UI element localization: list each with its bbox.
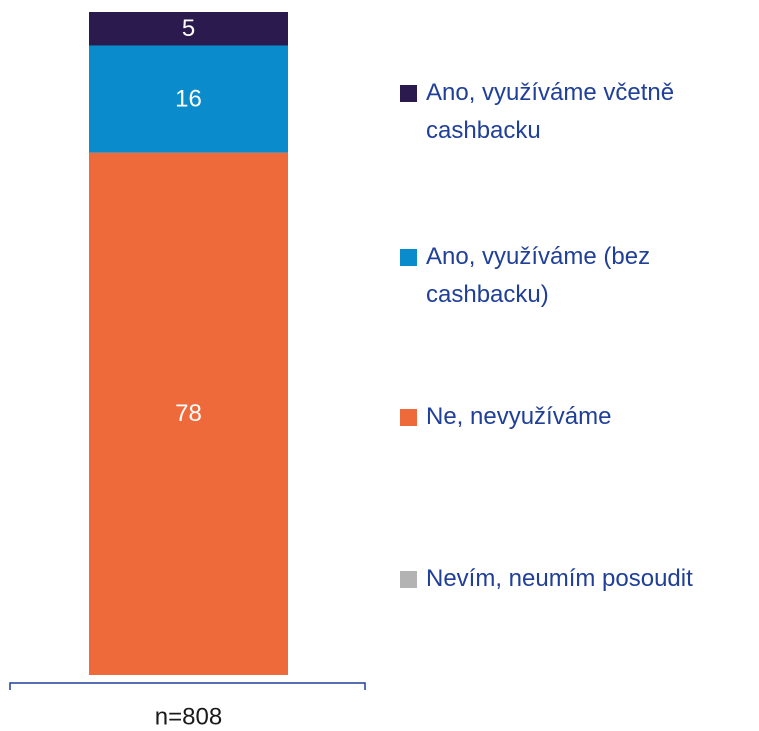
legend-swatch: [400, 409, 417, 426]
legend-label: Ano, využíváme včetně cashbacku: [426, 79, 675, 144]
data-label: 78: [175, 400, 202, 427]
bar-segment: [89, 152, 288, 676]
data-label: 5: [182, 15, 195, 42]
legend-swatch: [400, 85, 417, 102]
x-tick-label: n=808: [155, 703, 222, 730]
legend-item: Ano, využíváme včetně cashbacku: [400, 74, 755, 150]
bar-segment: [89, 45, 288, 153]
legend-swatch: [400, 249, 417, 266]
x-axis: [9, 682, 366, 690]
legend-label: Ne, nevyužíváme: [426, 403, 612, 430]
data-label: 16: [175, 85, 202, 112]
legend-item: Ne, nevyužíváme: [400, 398, 755, 436]
legend-label: Ano, využíváme (bez cashbacku): [426, 243, 651, 308]
legend-label: Nevím, neumím posoudit: [426, 565, 693, 592]
bar-segment: [89, 12, 288, 46]
legend-item: Ano, využíváme (bez cashbacku): [400, 238, 755, 314]
legend-swatch: [400, 571, 417, 588]
legend-item: Nevím, neumím posoudit: [400, 560, 755, 598]
